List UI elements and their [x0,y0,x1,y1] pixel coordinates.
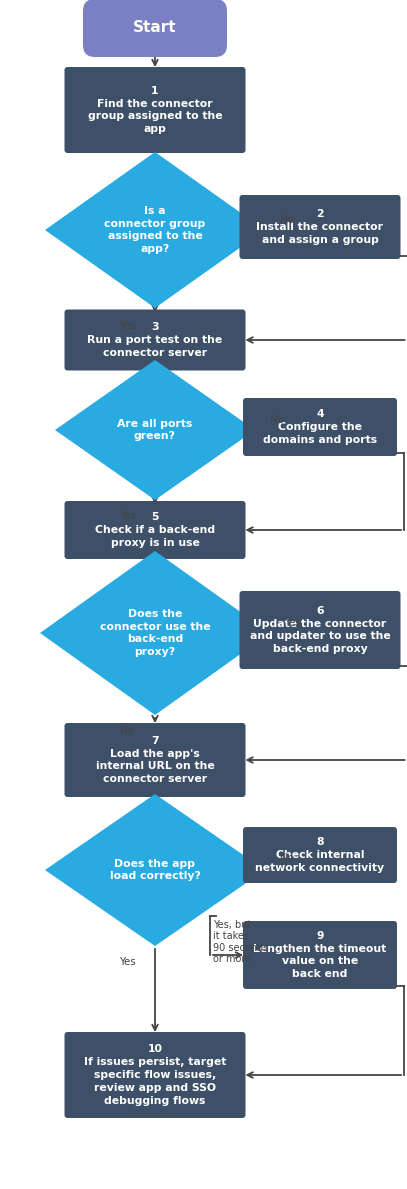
Text: Yes: Yes [118,511,136,521]
Text: 5
Check if a back-end
proxy is in use: 5 Check if a back-end proxy is in use [95,512,215,548]
Text: No: No [270,415,284,424]
Text: 7
Load the app's
internal URL on the
connector server: 7 Load the app's internal URL on the con… [96,736,214,785]
Text: 9
Lengthen the timeout
value on the
back end: 9 Lengthen the timeout value on the back… [254,931,387,980]
Text: Yes: Yes [118,957,136,967]
Text: 1
Find the connector
group assigned to the
app: 1 Find the connector group assigned to t… [88,86,222,134]
Text: Are all ports
green?: Are all ports green? [117,419,193,441]
Text: Start: Start [133,20,177,36]
Polygon shape [45,794,265,946]
FancyBboxPatch shape [239,195,400,259]
FancyBboxPatch shape [243,398,397,457]
FancyBboxPatch shape [64,309,245,371]
Text: 3
Run a port test on the
connector server: 3 Run a port test on the connector serve… [88,322,223,358]
Polygon shape [45,152,265,308]
Text: 6
Update the connector
and updater to use the
back-end proxy: 6 Update the connector and updater to us… [249,606,390,654]
Text: Does the app
load correctly?: Does the app load correctly? [109,858,200,881]
Text: No: No [120,726,134,736]
FancyBboxPatch shape [64,501,245,559]
FancyBboxPatch shape [243,921,397,989]
Text: 8
Check internal
network connectivity: 8 Check internal network connectivity [256,837,385,873]
Polygon shape [40,551,270,715]
FancyBboxPatch shape [64,67,245,153]
Text: Yes: Yes [284,618,300,628]
Text: No: No [280,215,294,225]
FancyBboxPatch shape [243,828,397,883]
Text: 2
Install the connector
and assign a group: 2 Install the connector and assign a gro… [256,209,383,245]
FancyBboxPatch shape [83,0,227,57]
FancyBboxPatch shape [239,591,400,669]
Text: 4
Configure the
domains and ports: 4 Configure the domains and ports [263,409,377,445]
Text: Yes, but
it takes
90 seconds
or more: Yes, but it takes 90 seconds or more [213,919,268,964]
FancyBboxPatch shape [64,723,245,797]
FancyBboxPatch shape [64,1032,245,1118]
Text: Yes: Yes [118,321,136,331]
Text: Does the
connector use the
back-end
proxy?: Does the connector use the back-end prox… [100,609,210,658]
Polygon shape [55,360,255,501]
Text: Is a
connector group
assigned to the
app?: Is a connector group assigned to the app… [104,206,206,254]
Text: No: No [280,853,294,863]
Text: 10
If issues persist, target
specific flow issues,
review app and SSO
debugging : 10 If issues persist, target specific fl… [84,1044,226,1106]
